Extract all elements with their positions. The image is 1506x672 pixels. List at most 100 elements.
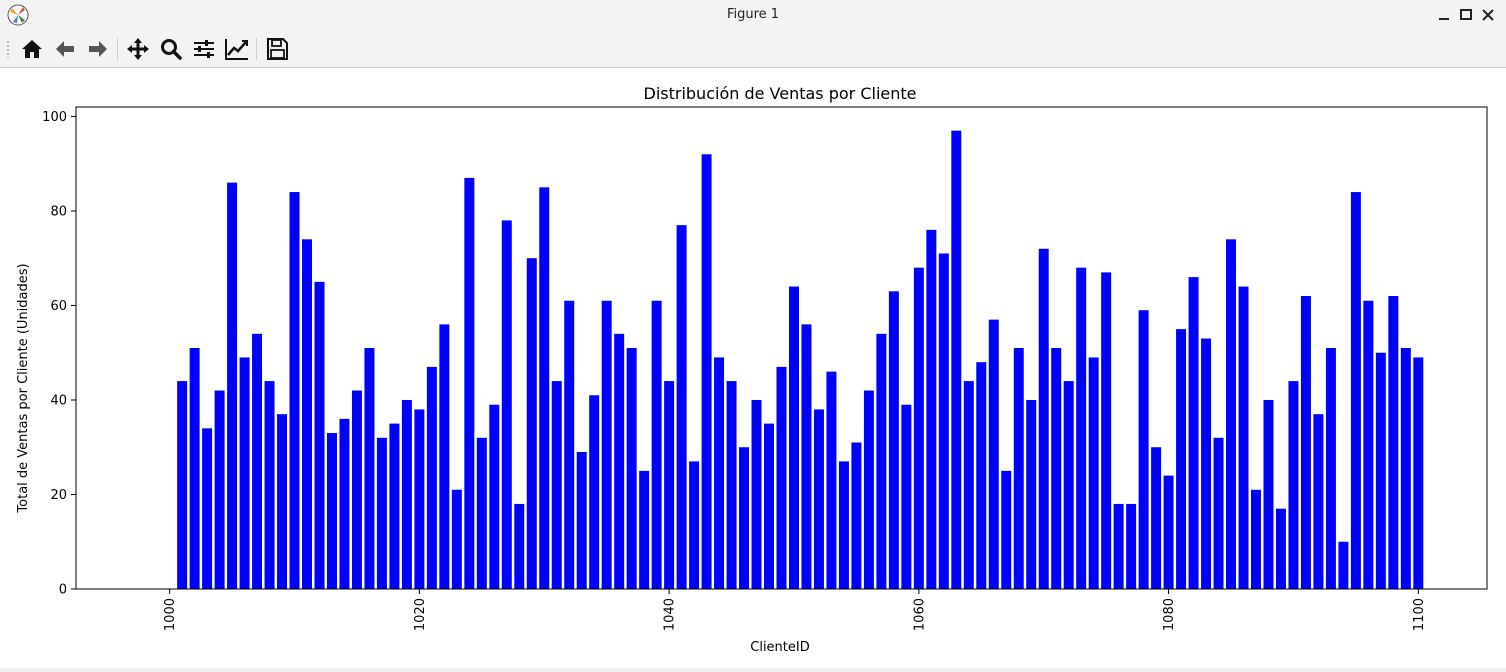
bar-1005	[227, 182, 238, 589]
app-logo-icon	[7, 4, 29, 26]
bar-1053	[826, 371, 837, 589]
x-tick-label: 1060	[912, 598, 927, 631]
bar-1066	[988, 319, 999, 589]
bar-1030	[539, 187, 550, 589]
x-tick-label: 1000	[163, 598, 178, 631]
bar-1014	[339, 418, 350, 589]
bar-1044	[714, 357, 725, 589]
bar-1017	[376, 437, 387, 589]
bar-1095	[1350, 192, 1361, 589]
toolbar-separator	[117, 38, 118, 60]
bar-1065	[976, 362, 987, 589]
bar-1097	[1375, 352, 1386, 589]
y-tick-label: 60	[50, 299, 67, 314]
bar-1067	[1001, 470, 1012, 589]
bar-1055	[851, 442, 862, 589]
bar-1057	[876, 333, 887, 589]
bar-1050	[788, 286, 799, 589]
bar-1043	[701, 154, 712, 589]
bar-1088	[1263, 399, 1274, 589]
sliders-icon[interactable]	[191, 36, 217, 62]
bar-1058	[888, 291, 899, 589]
figure-canvas[interactable]: Distribución de Ventas por Cliente 0 20 40…	[5, 68, 1501, 668]
home-icon[interactable]	[19, 36, 45, 62]
bar-1031	[551, 381, 562, 589]
bar-1028	[514, 503, 525, 589]
bar-1079	[1151, 447, 1162, 589]
bar-1045	[726, 381, 737, 589]
arrow-left-icon[interactable]	[52, 36, 78, 62]
x-axis-label: ClienteID	[750, 640, 809, 655]
bar-1013	[326, 433, 337, 589]
bar-1094	[1338, 541, 1349, 589]
bar-1010	[289, 192, 300, 589]
bar-1064	[963, 381, 974, 589]
bar-1098	[1388, 296, 1399, 589]
bar-1074	[1088, 357, 1099, 589]
bar-1023	[451, 489, 462, 589]
y-tick-label: 80	[50, 204, 67, 219]
bar-1059	[901, 404, 912, 589]
bar-1087	[1251, 489, 1261, 589]
bar-1035	[601, 300, 612, 589]
navigation-toolbar	[0, 30, 1506, 68]
bar-1076	[1113, 503, 1124, 589]
move-icon[interactable]	[125, 36, 151, 62]
bar-1002	[189, 348, 200, 589]
x-tick-label: 1020	[413, 598, 428, 631]
bar-1096	[1363, 300, 1374, 589]
bar-1086	[1238, 286, 1249, 589]
bar-1032	[564, 300, 575, 589]
maximize-icon[interactable]	[1457, 6, 1475, 24]
bar-1063	[951, 130, 962, 589]
bar-1091	[1300, 296, 1311, 589]
bar-1071	[1051, 348, 1062, 589]
bar-1015	[351, 390, 362, 589]
toolbar-grip[interactable]	[6, 40, 10, 58]
minimize-icon[interactable]	[1435, 6, 1453, 24]
bar-1075	[1101, 272, 1112, 589]
toolbar-separator	[256, 38, 257, 60]
y-tick-label: 20	[50, 488, 67, 503]
bar-1054	[838, 461, 849, 589]
x-tick-label: 1040	[663, 598, 678, 631]
bar-1041	[676, 225, 687, 589]
bar-1033	[576, 451, 587, 589]
bar-1084	[1213, 437, 1224, 589]
magnifier-icon[interactable]	[158, 36, 184, 62]
arrow-right-icon[interactable]	[85, 36, 111, 62]
bar-1042	[689, 461, 700, 589]
y-tick-label: 40	[50, 393, 67, 408]
bar-1034	[589, 395, 600, 589]
line-chart-icon[interactable]	[224, 36, 250, 62]
bar-1052	[813, 409, 824, 589]
floppy-icon[interactable]	[264, 36, 290, 62]
bar-1029	[526, 258, 537, 589]
bar-1069	[1026, 399, 1037, 589]
bar-1100	[1413, 357, 1424, 589]
bar-1077	[1126, 503, 1137, 589]
bar-1008	[264, 381, 275, 589]
bar-chart: Distribución de Ventas por Cliente 0 20 40…	[16, 84, 1488, 655]
y-tick-label: 0	[59, 583, 67, 598]
bar-1082	[1188, 277, 1199, 589]
bar-1003	[202, 428, 213, 589]
bar-1025	[476, 437, 487, 589]
bar-1056	[863, 390, 874, 589]
bar-1080	[1163, 475, 1174, 589]
bar-1062	[938, 253, 949, 590]
bar-1047	[751, 399, 762, 589]
bar-1099	[1400, 348, 1411, 589]
bar-1026	[489, 404, 500, 589]
bar-1004	[214, 390, 225, 589]
bar-1019	[401, 399, 412, 589]
y-axis-label: Total de Ventas por Cliente (Unidades)	[16, 263, 31, 513]
bar-1027	[501, 220, 512, 590]
bar-1016	[364, 348, 375, 589]
bar-1007	[252, 333, 263, 589]
bar-1061	[926, 229, 937, 590]
bar-1073	[1076, 267, 1087, 589]
close-icon[interactable]	[1479, 6, 1497, 24]
bar-1068	[1013, 348, 1024, 589]
bar-1046	[739, 447, 750, 589]
